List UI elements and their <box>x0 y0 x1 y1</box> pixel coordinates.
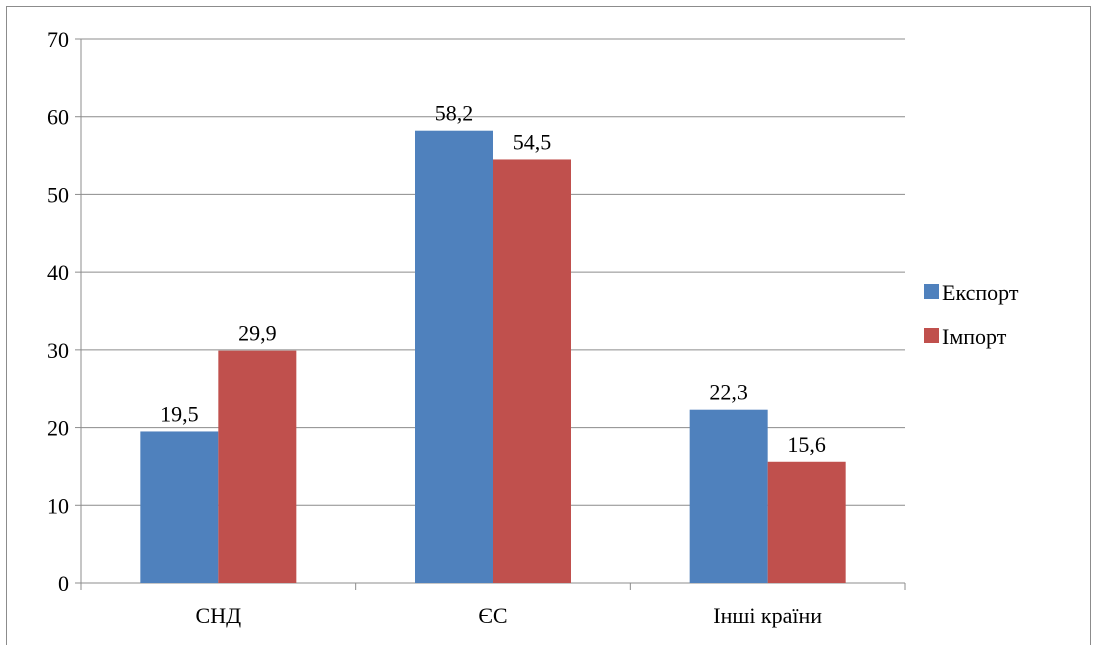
x-category-label: Інші країни <box>713 603 822 628</box>
bar-Експорт <box>415 130 493 583</box>
legend: Експорт Імпорт <box>924 280 1019 349</box>
labels: СНД 19,5 29,9 ЄС 58,2 54,5 Інші країни 22,3 15,6 <box>160 101 826 628</box>
y-tick-label: 50 <box>47 182 69 207</box>
data-label: 22,3 <box>709 380 748 405</box>
y-tick-label: 40 <box>47 260 69 285</box>
x-category-label: СНД <box>196 603 242 628</box>
data-label: 58,2 <box>435 101 474 126</box>
data-label: 54,5 <box>513 129 552 154</box>
y-tick-label: 60 <box>47 105 69 130</box>
legend-swatch <box>924 328 939 343</box>
y-tick-label: 30 <box>47 338 69 363</box>
y-tick-label: 70 <box>47 27 69 52</box>
legend-label: Імпорт <box>942 324 1007 349</box>
data-label: 15,6 <box>787 432 826 457</box>
y-tick-label: 10 <box>47 493 69 518</box>
y-tick-label: 20 <box>47 416 69 441</box>
bar-Експорт <box>689 409 768 583</box>
bar-Імпорт <box>767 461 846 583</box>
bar-Імпорт <box>218 350 297 583</box>
bars <box>140 130 846 583</box>
x-category-label: ЄС <box>478 603 507 628</box>
legend-swatch <box>924 284 939 299</box>
bar-Імпорт <box>493 159 571 583</box>
data-label: 19,5 <box>160 401 199 426</box>
y-tick-label: 0 <box>58 571 69 596</box>
data-label: 29,9 <box>238 321 277 346</box>
bar-Експорт <box>140 431 219 583</box>
legend-label: Експорт <box>942 280 1019 305</box>
